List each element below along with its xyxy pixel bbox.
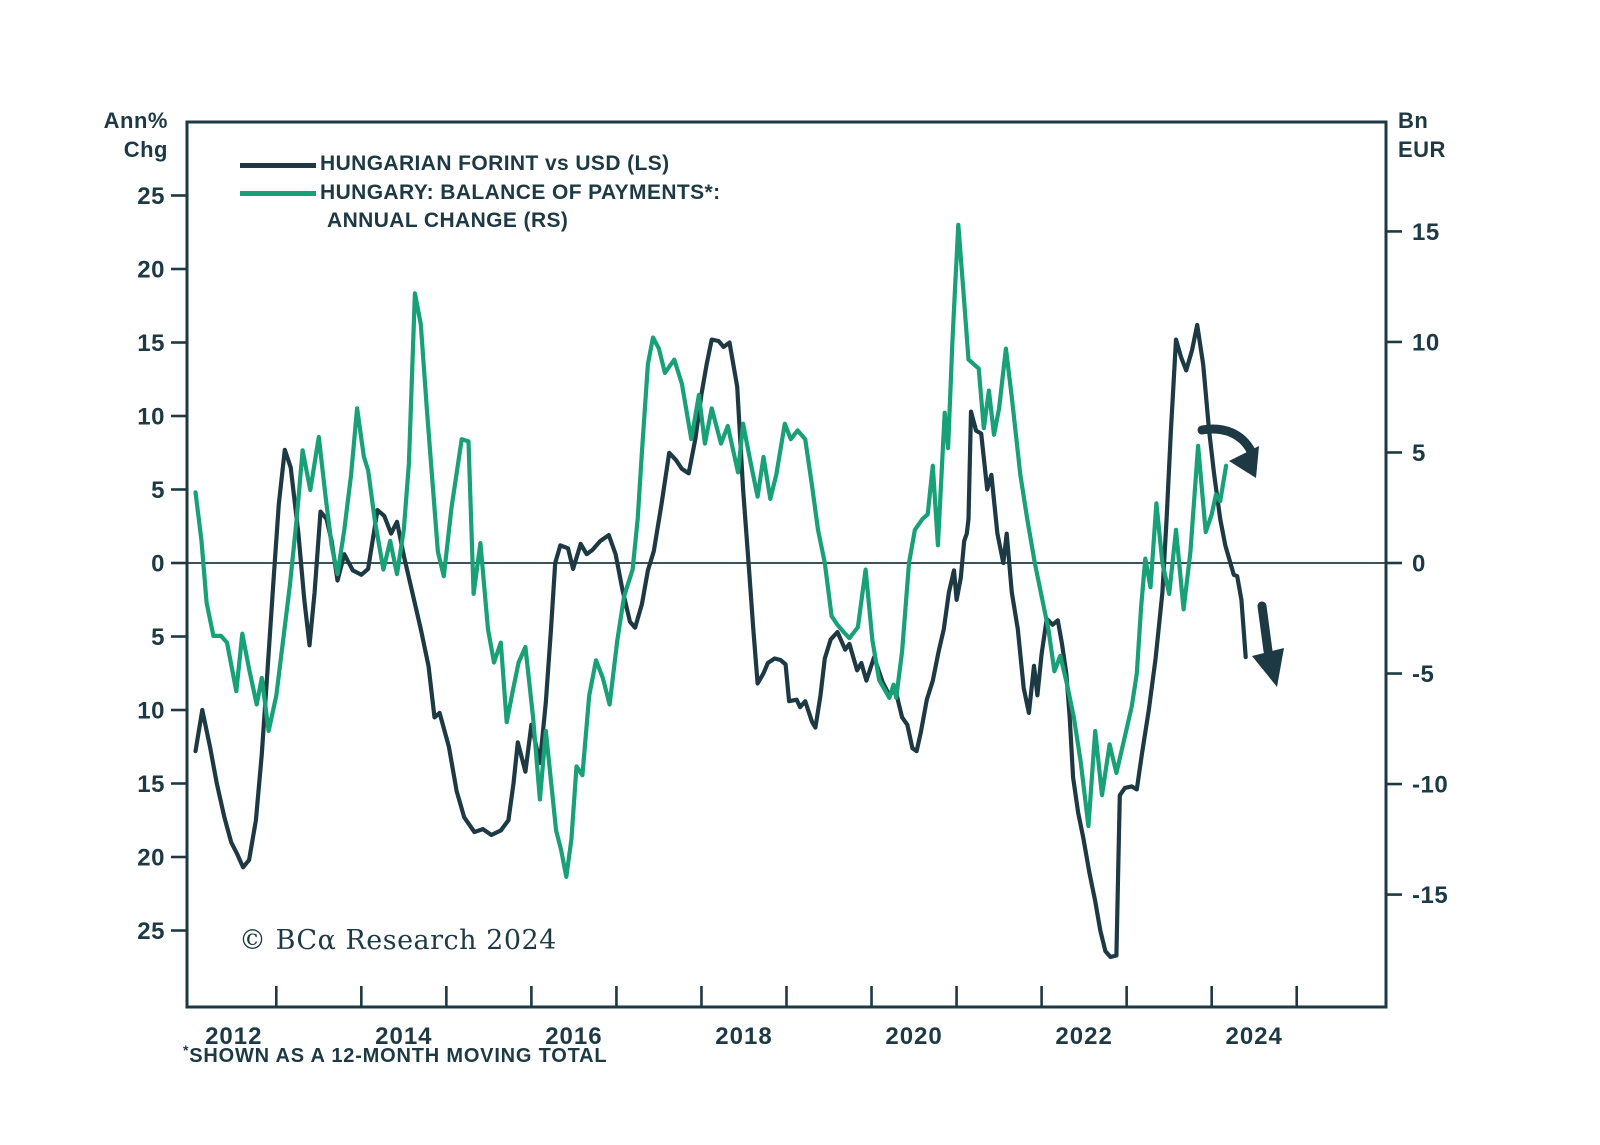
left-axis-tick-label: 20	[137, 257, 165, 284]
left-axis-tick-label: 15	[137, 330, 165, 357]
x-axis-year-label: 2022	[1055, 1023, 1112, 1050]
right-axis-title-line1: Bn	[1398, 108, 1429, 133]
x-axis-year-label: 2014	[375, 1023, 432, 1050]
footnote-text: SHOWN AS A 12-MONTH MOVING TOTAL	[189, 1045, 608, 1067]
x-axis-year-label: 2012	[205, 1023, 262, 1050]
right-axis-tick-label: -15	[1412, 882, 1448, 909]
left-axis-tick-label: 5	[151, 477, 165, 504]
legend-line-balance-of-payments	[240, 191, 316, 196]
left-axis-tick-label: 25	[137, 183, 165, 210]
copyright-note: © BCα Research 2024	[239, 925, 557, 956]
left-axis-tick-label: 0	[151, 551, 165, 578]
left-axis-tick-label: 5	[151, 624, 165, 651]
legend-line-forint	[240, 163, 316, 168]
footnote-asterisk: *	[183, 1042, 190, 1058]
straight-down-arrow-icon	[1252, 601, 1284, 687]
right-axis-tick-label: 10	[1412, 329, 1440, 356]
left-axis-tick-label: 25	[137, 918, 165, 945]
left-axis-tick-label: 10	[137, 404, 165, 431]
x-axis-year-label: 2020	[885, 1023, 942, 1050]
legend: HUNGARIAN FORINT vs USD (LS) HUNGARY: BA…	[320, 150, 721, 236]
plot-frame	[185, 120, 1388, 1009]
series-line-balance-of-payments	[193, 222, 1229, 880]
x-axis-year-label: 2024	[1225, 1023, 1282, 1050]
right-axis-title-line2: EUR	[1398, 137, 1446, 162]
right-axis-tick-label: -5	[1412, 661, 1434, 688]
left-axis-tick-label: 15	[137, 771, 165, 798]
right-axis-title: Bn EUR	[1398, 106, 1446, 164]
annotation-arrows	[1197, 424, 1284, 687]
right-axis-tick-label: 5	[1412, 440, 1426, 467]
right-axis-tick-label: -10	[1412, 772, 1448, 799]
footnote: *SHOWN AS A 12-MONTH MOVING TOTAL	[183, 1042, 607, 1068]
left-axis-title-line2: Chg	[123, 137, 168, 162]
legend-label-bop-line2: ANNUAL CHANGE (RS)	[327, 209, 569, 232]
left-axis-tick-label: 10	[137, 698, 165, 725]
series-line-forint	[193, 322, 1248, 960]
right-axis-tick-label: 0	[1412, 551, 1426, 578]
legend-label-forint: HUNGARIAN FORINT vs USD (LS)	[320, 152, 670, 175]
left-axis-title-line1: Ann%	[103, 108, 168, 133]
left-axis-title: Ann% Chg	[40, 106, 168, 164]
x-axis-year-label: 2018	[715, 1023, 772, 1050]
right-axis-tick-label: 15	[1412, 219, 1440, 246]
generated-axes-and-series: 25 20 15 10 5 0 5 10 15 20 25 15 10 5 0 -5 -10 -15 2012 201…	[137, 120, 1448, 1050]
left-axis-tick-label: 20	[137, 845, 165, 872]
curved-down-arrow-icon	[1197, 424, 1259, 478]
legend-label-bop-line1: HUNGARY: BALANCE OF PAYMENTS*:	[320, 180, 721, 204]
x-axis-year-label: 2016	[545, 1023, 602, 1050]
